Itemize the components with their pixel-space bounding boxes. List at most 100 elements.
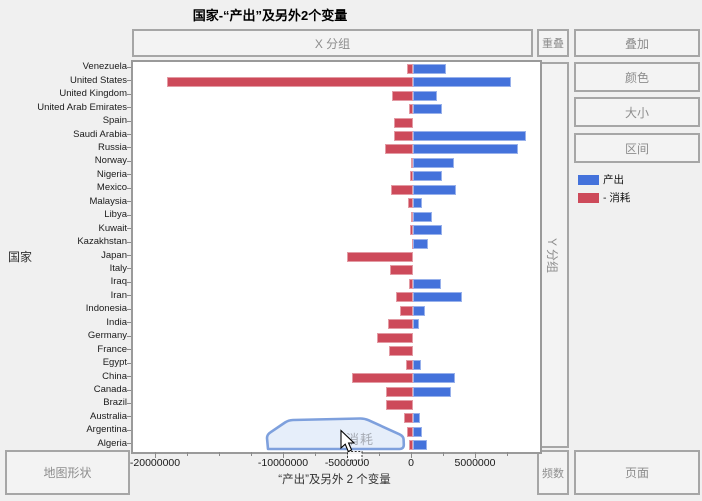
category-tick: [127, 93, 131, 95]
bar-consumption-saudi-arabia[interactable]: [394, 131, 413, 141]
legend-swatch-consumption: [578, 192, 599, 203]
category-tick: [127, 295, 131, 297]
drop-zone-size[interactable]: 大小: [574, 97, 700, 127]
drop-zone-x-group[interactable]: X 分组: [132, 29, 533, 57]
bar-production-indonesia[interactable]: [413, 305, 425, 316]
bar-consumption-iraq[interactable]: [409, 278, 413, 289]
bar-consumption-indonesia[interactable]: [399, 305, 413, 316]
bar-consumption-india[interactable]: [388, 319, 413, 330]
category-tick: [127, 80, 131, 82]
drop-zone-map-shape-label: 地图形状: [43, 466, 92, 480]
bar-consumption-china[interactable]: [351, 373, 413, 383]
bar-production-venezuela[interactable]: [413, 63, 446, 74]
bar-production-iran[interactable]: [413, 292, 463, 303]
bar-consumption-venezuela[interactable]: [406, 63, 413, 74]
x-tick-label: -20000000: [129, 457, 181, 469]
category-tick: [127, 107, 131, 109]
bar-consumption-brazil[interactable]: [385, 399, 413, 410]
bar-consumption-mexico[interactable]: [391, 184, 413, 195]
bar-production-libya[interactable]: [413, 211, 432, 222]
drop-zone-overlap-label: 重叠: [542, 38, 564, 50]
category-tick: [127, 160, 131, 162]
bar-consumption-italy[interactable]: [390, 265, 413, 276]
legend-item-production[interactable]: 产出: [578, 172, 630, 187]
bar-consumption-united-arab-emirates[interactable]: [409, 104, 413, 115]
category-tick: [127, 241, 131, 243]
bar-production-united-kingdom[interactable]: [413, 90, 438, 101]
bar-production-kuwait[interactable]: [413, 225, 443, 236]
bar-consumption-libya[interactable]: [411, 211, 413, 222]
x-axis-tick: [251, 452, 252, 456]
bar-consumption-canada[interactable]: [385, 386, 413, 397]
category-tick: [127, 134, 131, 135]
category-tick: [127, 416, 131, 418]
bar-consumption-algeria[interactable]: [408, 440, 413, 451]
drop-zone-frequency[interactable]: 频数: [537, 450, 569, 495]
bar-production-egypt[interactable]: [413, 359, 422, 370]
bar-production-iraq[interactable]: [413, 278, 441, 289]
bar-production-russia[interactable]: [413, 144, 518, 155]
bar-consumption-france[interactable]: [388, 346, 413, 357]
x-tick-label: 5000000: [454, 457, 496, 469]
bar-consumption-germany[interactable]: [377, 332, 413, 343]
bar-consumption-malaysia[interactable]: [408, 198, 413, 209]
drop-zone-stack-label: 叠加: [624, 36, 649, 51]
drop-zone-size-label: 大小: [624, 105, 649, 120]
bar-consumption-united-kingdom[interactable]: [392, 90, 413, 101]
category-tick: [127, 147, 131, 149]
bar-production-nigeria[interactable]: [413, 171, 442, 182]
bar-production-united-arab-emirates[interactable]: [413, 104, 443, 115]
bar-production-china[interactable]: [413, 373, 455, 383]
drop-zone-interval[interactable]: 区间: [574, 133, 700, 163]
bar-consumption-united-states[interactable]: [167, 77, 413, 88]
legend-item-consumption[interactable]: - 消耗: [578, 190, 630, 205]
bar-production-india[interactable]: [413, 319, 419, 330]
bar-production-canada[interactable]: [413, 386, 452, 397]
bar-production-australia[interactable]: [413, 413, 420, 424]
y-label-mexico: Mexico: [96, 182, 127, 194]
bar-production-kazakhstan[interactable]: [413, 238, 428, 249]
bar-consumption-norway[interactable]: [410, 157, 413, 168]
y-label-iraq: Iraq: [110, 276, 127, 288]
bar-consumption-kazakhstan[interactable]: [411, 238, 413, 249]
y-label-algeria: Algeria: [97, 437, 127, 449]
bar-consumption-australia[interactable]: [404, 413, 413, 424]
y-label-saudi-arabia: Saudi Arabia: [73, 128, 127, 140]
category-tick: [127, 228, 131, 230]
x-axis-tick: [411, 452, 412, 458]
y-label-venezuela: Venezuela: [82, 61, 127, 73]
bar-consumption-iran[interactable]: [395, 292, 413, 303]
bars-container: [133, 62, 540, 452]
bar-consumption-russia[interactable]: [384, 144, 413, 155]
category-tick: [127, 349, 131, 351]
bar-production-algeria[interactable]: [413, 440, 428, 451]
legend: 产出 - 消耗: [578, 172, 630, 208]
bar-consumption-spain[interactable]: [394, 117, 413, 128]
bar-consumption-japan[interactable]: [347, 252, 413, 262]
y-label-italy: Italy: [109, 262, 127, 274]
drop-zone-page[interactable]: 页面: [574, 450, 700, 495]
drop-zone-overlap[interactable]: 重叠: [537, 29, 569, 57]
category-tick: [127, 120, 131, 122]
bar-consumption-argentina[interactable]: [407, 426, 413, 437]
bar-consumption-kuwait[interactable]: [409, 225, 413, 236]
bar-production-argentina[interactable]: [413, 426, 422, 437]
drop-zone-map-shape[interactable]: 地图形状: [5, 450, 130, 495]
plot-area[interactable]: [131, 60, 542, 454]
bar-production-united-states[interactable]: [413, 77, 511, 88]
bar-production-saudi-arabia[interactable]: [413, 131, 526, 141]
category-tick: [127, 429, 131, 431]
y-label-libya: Libya: [104, 209, 127, 221]
drop-zone-color[interactable]: 颜色: [574, 62, 700, 92]
x-axis-tick: [315, 452, 316, 456]
y-label-nigeria: Nigeria: [96, 168, 127, 180]
y-label-united-kingdom: United Kingdom: [59, 88, 127, 100]
category-tick: [127, 322, 131, 324]
bar-production-mexico[interactable]: [413, 184, 457, 195]
bar-production-norway[interactable]: [413, 157, 454, 168]
bar-production-malaysia[interactable]: [413, 198, 423, 209]
bar-consumption-nigeria[interactable]: [409, 171, 413, 182]
drop-zone-stack[interactable]: 叠加: [574, 29, 700, 57]
x-axis-tick: [283, 452, 284, 458]
bar-consumption-egypt[interactable]: [405, 359, 413, 370]
